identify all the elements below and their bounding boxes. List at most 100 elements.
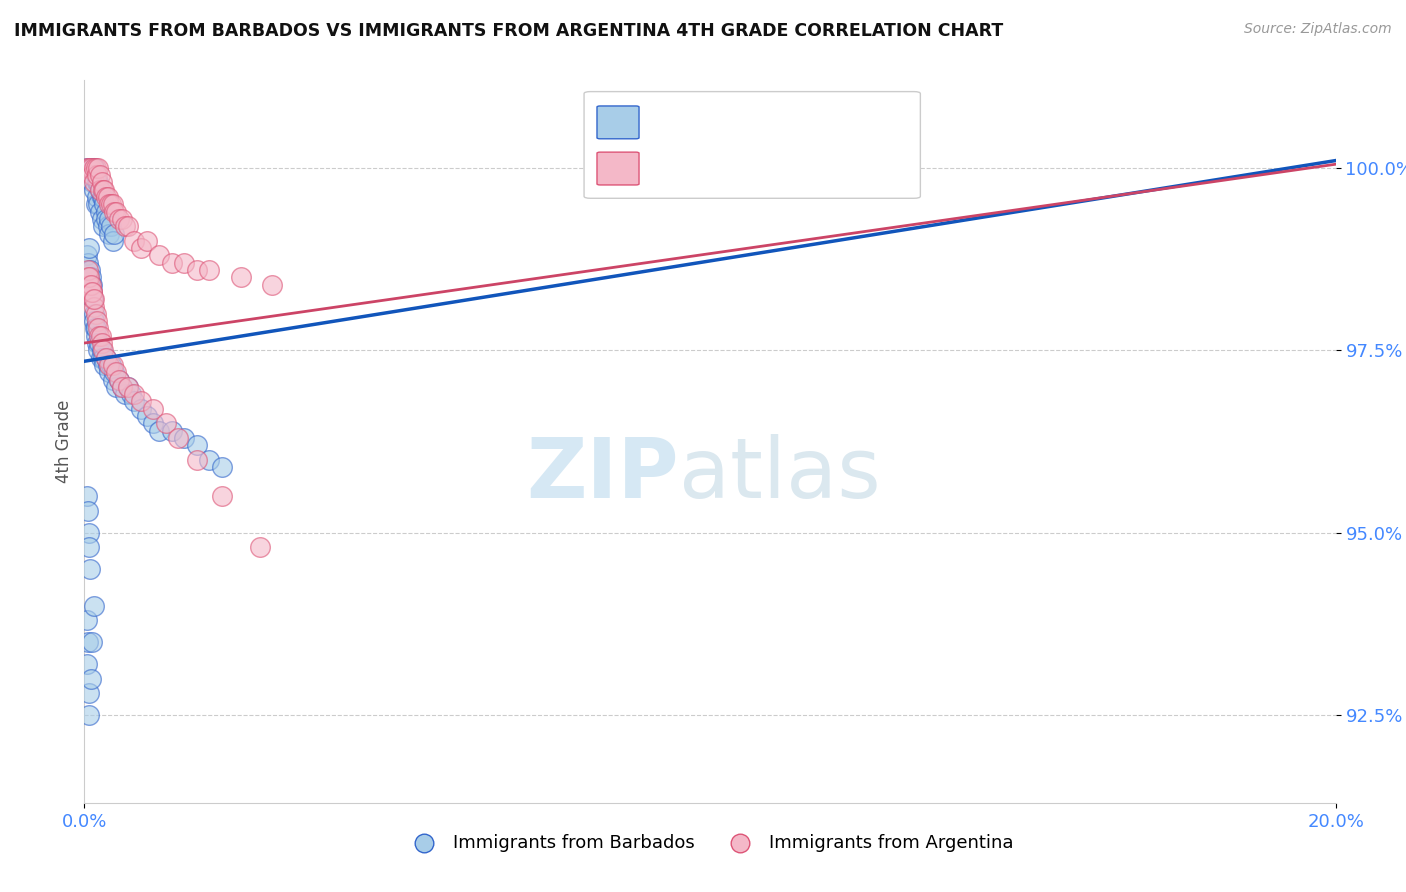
- Point: [80, 176, 103, 190]
- Point: [79, 161, 101, 175]
- Point: [90, 336, 112, 351]
- Point: [91, 351, 114, 365]
- Point: [77, 263, 100, 277]
- Point: [93, 183, 115, 197]
- Point: [83, 183, 105, 197]
- Point: [96, 211, 118, 226]
- Point: [148, 424, 170, 438]
- Point: [129, 241, 152, 255]
- Point: [129, 401, 152, 416]
- Point: [129, 394, 152, 409]
- Point: [84, 168, 107, 182]
- Point: [104, 204, 127, 219]
- Point: [173, 431, 195, 445]
- Point: [91, 190, 114, 204]
- Point: [83, 161, 105, 175]
- Point: [79, 672, 101, 686]
- Point: [114, 219, 136, 234]
- Point: [117, 380, 139, 394]
- Text: 87: 87: [789, 113, 814, 131]
- Text: ZIP: ZIP: [526, 434, 679, 515]
- Point: [98, 365, 121, 379]
- Point: [229, 270, 252, 285]
- Point: [96, 204, 118, 219]
- Point: [86, 314, 108, 328]
- Point: [97, 190, 120, 204]
- Point: [262, 277, 284, 292]
- Point: [84, 321, 107, 335]
- Text: atlas: atlas: [679, 434, 880, 515]
- Point: [93, 197, 115, 211]
- Point: [100, 219, 122, 234]
- Point: [80, 161, 103, 175]
- Point: [98, 211, 121, 226]
- Point: [90, 343, 112, 358]
- Point: [104, 365, 127, 379]
- Point: [211, 460, 233, 475]
- Point: [90, 351, 112, 365]
- Point: [84, 197, 107, 211]
- Point: [97, 358, 120, 372]
- Point: [90, 190, 112, 204]
- Point: [167, 431, 190, 445]
- Point: [79, 277, 101, 292]
- Point: [155, 417, 177, 431]
- Point: [79, 277, 101, 292]
- Point: [186, 438, 208, 452]
- Point: [90, 211, 112, 226]
- Point: [83, 307, 105, 321]
- Point: [96, 351, 118, 365]
- Point: [79, 270, 101, 285]
- Point: [79, 277, 101, 292]
- Point: [100, 358, 122, 372]
- Point: [104, 380, 127, 394]
- Point: [79, 161, 101, 175]
- Point: [83, 161, 105, 175]
- Point: [83, 292, 105, 306]
- Point: [84, 307, 107, 321]
- Point: [79, 541, 101, 555]
- Y-axis label: 4th Grade: 4th Grade: [55, 400, 73, 483]
- Point: [186, 452, 208, 467]
- Point: [84, 161, 107, 175]
- Point: [120, 387, 142, 401]
- Point: [79, 285, 101, 299]
- Point: [186, 263, 208, 277]
- Point: [96, 190, 118, 204]
- Point: [89, 183, 111, 197]
- Text: R =: R =: [645, 160, 690, 178]
- Text: R =: R =: [645, 113, 690, 131]
- Point: [103, 365, 125, 379]
- Point: [91, 183, 114, 197]
- Point: [82, 277, 104, 292]
- FancyBboxPatch shape: [598, 106, 638, 139]
- Point: [124, 394, 146, 409]
- Point: [83, 161, 105, 175]
- Text: 0.288: 0.288: [686, 160, 742, 178]
- Point: [160, 424, 183, 438]
- Point: [79, 263, 101, 277]
- Point: [98, 197, 121, 211]
- Point: [107, 372, 129, 386]
- Text: R =  0.172   N = 87: R = 0.172 N = 87: [645, 113, 821, 131]
- Point: [198, 452, 221, 467]
- FancyBboxPatch shape: [598, 153, 638, 185]
- Point: [80, 270, 103, 285]
- Point: [76, 161, 98, 175]
- Point: [117, 219, 139, 234]
- Point: [96, 351, 118, 365]
- Point: [136, 409, 159, 423]
- Point: [160, 256, 183, 270]
- Point: [82, 292, 104, 306]
- Point: [148, 248, 170, 262]
- Point: [87, 343, 110, 358]
- Point: [79, 708, 101, 723]
- Point: [97, 219, 120, 234]
- Point: [80, 285, 103, 299]
- Point: [93, 358, 115, 372]
- Point: [76, 248, 98, 262]
- Point: [79, 270, 101, 285]
- Text: R =  0.288   N = 68: R = 0.288 N = 68: [645, 160, 821, 178]
- Point: [249, 541, 271, 555]
- Point: [111, 211, 134, 226]
